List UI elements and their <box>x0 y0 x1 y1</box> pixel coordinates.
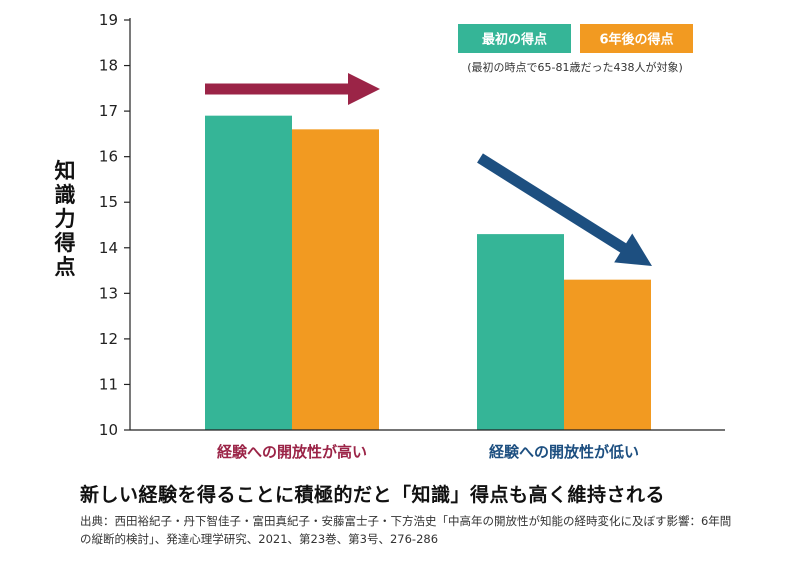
category-label: 経験への開放性が低い <box>489 443 639 461</box>
trend-arrow-flat-head <box>348 73 380 105</box>
y-tick-label: 16 <box>99 148 118 166</box>
category-labels: 経験への開放性が高い 経験への開放性が低い <box>217 443 639 461</box>
y-axis-label-char: 点 <box>55 255 76 279</box>
y-tick-label: 18 <box>99 57 118 75</box>
y-axis-label-char: 力 <box>55 207 76 231</box>
bar-after-6-years-1 <box>564 279 651 430</box>
legend-swatch <box>458 24 571 53</box>
trend-arrow-down-head <box>614 233 652 266</box>
trend-arrow-down-shaft <box>477 153 628 254</box>
legend-swatch <box>580 24 693 53</box>
bars <box>205 115 651 431</box>
y-axis-label-char: 知 <box>55 159 76 183</box>
y-axis-label-char: 得 <box>54 231 76 255</box>
bar-initial-0 <box>205 115 292 431</box>
source-citation: 出典：西田裕紀子・丹下智佳子・富田真紀子・安藤富士子・下方浩史「中高年の開放性が… <box>80 514 732 546</box>
y-tick-label: 17 <box>99 102 118 120</box>
y-axis-label-char: 識 <box>55 183 76 207</box>
y-axis-ticks: 10 11 12 13 14 15 16 17 18 19 <box>99 11 130 439</box>
legend: 最初の得点 6年後の得点 (最初の時点で65-81歳だった438人が対象) <box>458 24 693 74</box>
y-tick-label: 11 <box>99 375 118 393</box>
y-tick-label: 12 <box>99 330 118 348</box>
y-tick-label: 15 <box>99 193 118 211</box>
trend-arrows <box>205 73 652 266</box>
y-tick-label: 19 <box>99 11 118 29</box>
legend-note: (最初の時点で65-81歳だった438人が対象) <box>467 60 683 74</box>
chart-caption: 新しい経験を得ることに積極的だと「知識」得点も高く維持される <box>80 484 666 506</box>
bar-initial-1 <box>477 234 564 430</box>
legend-label: 6年後の得点 <box>599 32 673 48</box>
y-tick-label: 13 <box>99 284 118 302</box>
y-tick-label: 14 <box>99 239 118 257</box>
category-label: 経験への開放性が高い <box>217 443 367 461</box>
bar-after-6-years-0 <box>292 129 379 431</box>
y-tick-label: 10 <box>99 421 118 439</box>
legend-label: 最初の得点 <box>482 32 547 48</box>
